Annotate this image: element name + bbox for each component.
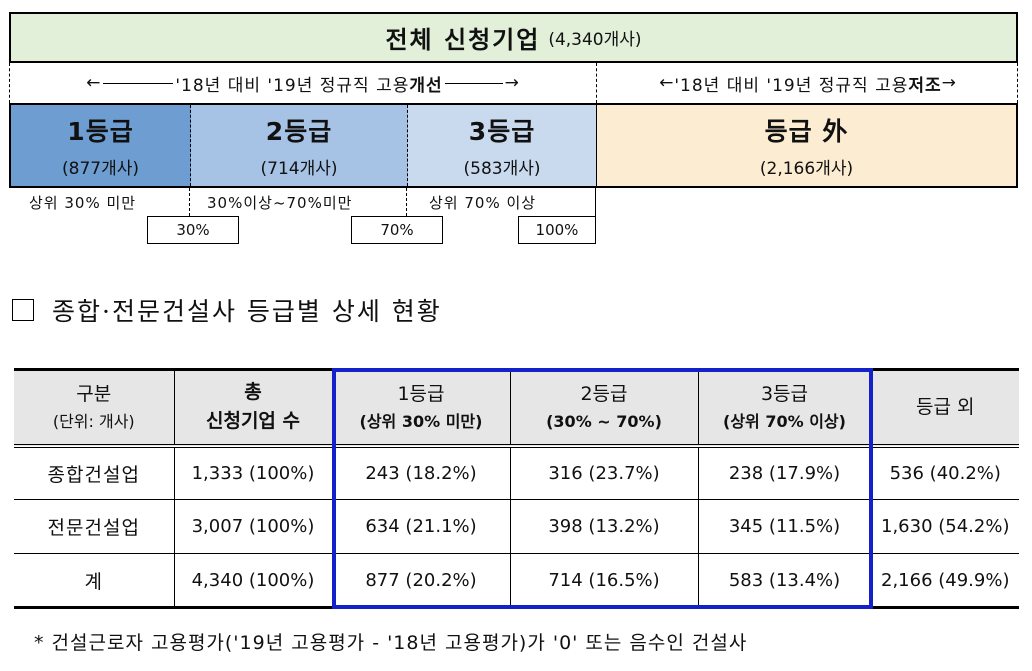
header-category: 구분 (단위: 개사)	[14, 369, 175, 446]
grade-detail-table-wrap: 구분 (단위: 개사) 총 신청기업 수 1등급 (상위 30% 미만) 2등급…	[14, 368, 1019, 609]
header-no-grade: 등급 외	[916, 395, 975, 418]
cell-grade-3: 345 (11.5%)	[698, 499, 872, 554]
cell-grade-1: 877 (20.2%)	[332, 553, 511, 608]
cell-grade-1: 634 (21.1%)	[332, 499, 511, 554]
cell-grade-3: 583 (13.4%)	[698, 553, 872, 608]
grade-title: 등급 外	[764, 117, 849, 146]
grade-ranges: 상위 30% 미만 30%이상~70%미만 상위 70% 이상 30% 70% …	[9, 188, 599, 246]
grade-count: (877개사)	[62, 159, 139, 179]
legend-improved: ← '18년 대비 '19년 정규직 고용 개선 →	[10, 63, 596, 103]
legend-declined-bold: 저조	[908, 75, 942, 96]
cell-grade-2: 316 (23.7%)	[510, 445, 699, 500]
legend-declined-text: '18년 대비 '19년 정규직 고용	[674, 75, 909, 96]
grade-detail-table: 구분 (단위: 개사) 총 신청기업 수 1등급 (상위 30% 미만) 2등급…	[14, 368, 1019, 609]
grade-3-box: 3등급 (583개사)	[408, 105, 597, 186]
grade-boxes: 1등급 (877개사) 2등급 (714개사) 3등급 (583개사) 등급 外…	[9, 103, 1018, 188]
trend-legend-row: ← '18년 대비 '19년 정규직 고용 개선 → ← '18년 대비 '19년 정…	[9, 63, 1018, 103]
header-grade-3: 3등급 (상위 70% 이상)	[698, 369, 872, 446]
grade-count: (2,166개사)	[759, 159, 854, 179]
arrow-left-icon: ←	[86, 73, 102, 93]
table-row: 종합건설업 1,333 (100%) 243 (18.2%) 316 (23.7…	[14, 445, 1019, 500]
banner-title: 전체 신청기업	[385, 26, 541, 54]
grade-count: (583개사)	[463, 159, 541, 179]
table-row: 전문건설업 3,007 (100%) 634 (21.1%) 398 (13.2…	[14, 499, 1019, 554]
total-applicants-banner: 전체 신청기업 (4,340개사)	[9, 12, 1018, 63]
arrow-line	[444, 82, 503, 84]
cell-no-grade: 2,166 (49.9%)	[881, 569, 1010, 591]
section-heading-text: 종합·전문건설사 등급별 상세 현황	[52, 297, 442, 326]
table-header-row: 구분 (단위: 개사) 총 신청기업 수 1등급 (상위 30% 미만) 2등급…	[14, 369, 1019, 446]
footnote: * 건설근로자 고용평가('19년 고용평가 - '18년 고용평가)가 '0'…	[34, 632, 748, 654]
cell-grade-3: 238 (17.9%)	[698, 445, 872, 500]
grade-title: 1등급	[67, 117, 134, 146]
range-label-3: 상위 70% 이상	[429, 194, 537, 212]
legend-improved-text: '18년 대비 '19년 정규직 고용	[175, 75, 410, 96]
row-label: 종합건설업	[14, 445, 175, 500]
legend-improved-bold: 개선	[409, 75, 443, 96]
cell-grade-2: 398 (13.2%)	[510, 499, 699, 554]
cell-grade-1: 243 (18.2%)	[332, 445, 511, 500]
range-divider	[406, 188, 407, 216]
threshold-box-70: 70%	[351, 216, 443, 244]
header-grade-2: 2등급 (30% ~ 70%)	[510, 369, 699, 446]
grade-1-box: 1등급 (877개사)	[11, 105, 191, 186]
grade-title: 3등급	[468, 117, 536, 146]
cell-total: 1,333 (100%)	[174, 445, 333, 500]
header-total: 총 신청기업 수	[174, 369, 333, 446]
legend-declined: ← '18년 대비 '19년 정규직 고용 저조 →	[596, 63, 1019, 103]
arrow-line	[103, 82, 174, 84]
grade-title: 2등급	[265, 117, 333, 146]
square-bullet-icon	[12, 299, 34, 321]
grade-count: (714개사)	[260, 159, 338, 179]
range-label-2: 30%이상~70%미만	[207, 194, 353, 212]
arrow-left-icon: ←	[659, 73, 675, 93]
section-heading: 종합·전문건설사 등급별 상세 현황	[12, 292, 442, 328]
arrow-right-icon: →	[941, 73, 957, 93]
cell-total: 4,340 (100%)	[174, 553, 333, 608]
banner-count: (4,340개사)	[548, 30, 642, 50]
row-label: 계	[14, 553, 175, 608]
range-label-1: 상위 30% 미만	[29, 194, 137, 212]
range-divider	[189, 188, 190, 216]
cell-no-grade: 536 (40.2%)	[889, 462, 1001, 484]
threshold-box-30: 30%	[147, 216, 239, 244]
arrow-right-icon: →	[504, 73, 520, 93]
row-label: 전문건설업	[14, 499, 175, 554]
cell-total: 3,007 (100%)	[174, 499, 333, 554]
table-row-total: 계 4,340 (100%) 877 (20.2%) 714 (16.5%) 5…	[14, 553, 1019, 608]
grade-2-box: 2등급 (714개사)	[191, 105, 408, 186]
header-grade-1: 1등급 (상위 30% 미만)	[332, 369, 511, 446]
no-grade-box: 등급 外 (2,166개사)	[597, 105, 1016, 186]
cell-no-grade: 1,630 (54.2%)	[881, 516, 1010, 537]
threshold-box-100: 100%	[518, 216, 596, 244]
cell-grade-2: 714 (16.5%)	[510, 553, 699, 608]
